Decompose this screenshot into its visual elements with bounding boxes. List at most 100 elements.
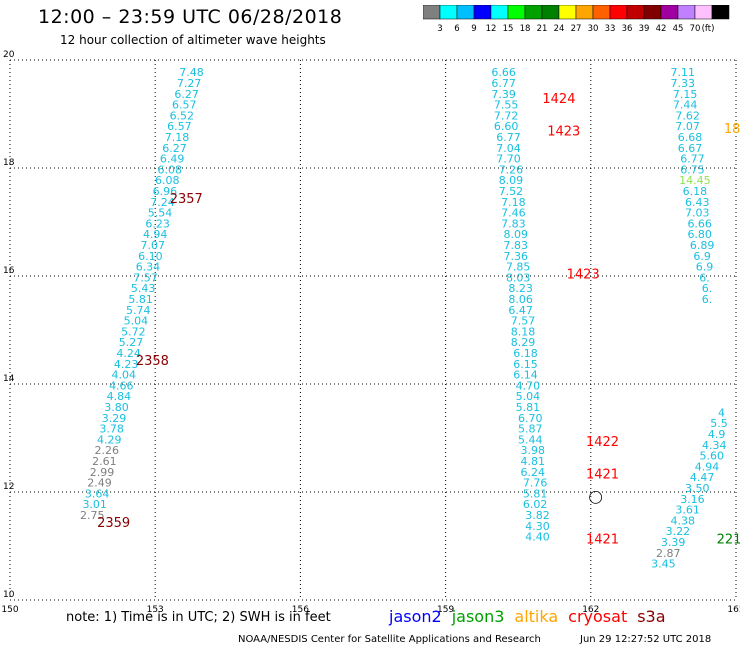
wave-height-value: 6.60 bbox=[494, 120, 519, 133]
x-tick-label: 156 bbox=[292, 605, 309, 615]
wave-height-value: 8.06 bbox=[508, 293, 533, 306]
wave-height-value: 7.15 bbox=[673, 88, 698, 101]
wave-height-value: 6.02 bbox=[523, 498, 548, 511]
wave-height-value: 4.40 bbox=[525, 531, 550, 544]
wave-height-value: 7.70 bbox=[496, 153, 521, 166]
satellite-label: cryosat bbox=[568, 607, 628, 626]
wave-height-value: 7.55 bbox=[494, 99, 519, 112]
wave-height-value: 6.66 bbox=[687, 217, 712, 230]
wave-height-value: 7.26 bbox=[499, 163, 524, 176]
wave-height-value: 3.39 bbox=[661, 536, 686, 549]
wave-height-value: 4.9 bbox=[708, 428, 726, 441]
y-tick-label: 18 bbox=[3, 158, 15, 168]
legend-swatch bbox=[711, 5, 730, 20]
wave-height-value: 5.04 bbox=[516, 390, 541, 403]
y-tick-label: 14 bbox=[3, 374, 15, 384]
wave-height-value: 7.46 bbox=[501, 207, 526, 220]
legend-label: 15 bbox=[503, 24, 514, 34]
x-tick-label: 150 bbox=[1, 605, 18, 615]
wave-height-value: 6.66 bbox=[491, 66, 516, 79]
wave-height-value: 3.98 bbox=[520, 444, 545, 457]
wave-height-value: 7.48 bbox=[179, 66, 204, 79]
satellite-label: s3a bbox=[637, 607, 666, 626]
wave-height-value: 8.29 bbox=[511, 336, 536, 349]
wave-height-value: 4.47 bbox=[690, 471, 715, 484]
wave-height-value: 6.9 bbox=[696, 261, 714, 274]
wave-height-value: 2.61 bbox=[92, 455, 117, 468]
time-label: 2358 bbox=[136, 354, 169, 369]
satellite-legend: jason2 jason3 altika cryosat s3a bbox=[389, 607, 676, 626]
wave-height-value: 3.82 bbox=[525, 509, 550, 522]
y-tick-label: 16 bbox=[3, 266, 15, 276]
wave-height-value: 3.64 bbox=[85, 487, 110, 500]
time-label: 2359 bbox=[97, 516, 130, 531]
wave-height-value: 7.27 bbox=[177, 77, 202, 90]
wave-height-value: 6.67 bbox=[678, 142, 703, 155]
x-tick-label: 159 bbox=[437, 605, 454, 615]
wave-height-value: 7.52 bbox=[499, 185, 524, 198]
wave-height-value: 7.57 bbox=[511, 315, 536, 328]
wave-height-value: 7.07 bbox=[675, 120, 700, 133]
wave-height-value: 6.52 bbox=[170, 109, 195, 122]
legend-label: 27 bbox=[571, 24, 582, 34]
legend-label: 3 bbox=[437, 24, 442, 34]
wave-height-value: 6.14 bbox=[513, 369, 538, 382]
x-tick-label: 165 bbox=[727, 605, 740, 615]
wave-height-value: 8.03 bbox=[506, 271, 531, 284]
legend-label: 70 bbox=[690, 24, 701, 34]
time-label: 1424 bbox=[542, 92, 575, 107]
wave-height-value: 7.39 bbox=[491, 88, 516, 101]
wave-height-value: 6.10 bbox=[138, 250, 163, 263]
wave-height-value: 7.44 bbox=[673, 99, 698, 112]
wave-height-value: 7.72 bbox=[494, 109, 519, 122]
wave-height-value: 6.75 bbox=[680, 163, 705, 176]
wave-height-value: 7.11 bbox=[671, 66, 696, 79]
wave-height-value: 7.04 bbox=[496, 142, 521, 155]
legend-label: 30 bbox=[588, 24, 599, 34]
wave-height-value: 6.47 bbox=[508, 304, 533, 317]
wave-height-value: 6.89 bbox=[690, 239, 715, 252]
wave-height-value: 6.34 bbox=[136, 261, 161, 274]
legend-label: 12 bbox=[486, 24, 497, 34]
color-legend: 3 6 9 12 15 18 21 24 27 30 33 36 39 42 45 70 (ft) bbox=[423, 5, 730, 34]
legend-label: 24 bbox=[554, 24, 565, 34]
x-tick-label: 162 bbox=[582, 605, 599, 615]
wave-height-value: 4.94 bbox=[143, 228, 168, 241]
wave-height-value: 7.76 bbox=[523, 477, 548, 490]
wave-height-value: 6. bbox=[702, 282, 713, 295]
wave-height-value: 4.81 bbox=[520, 455, 545, 468]
time-label: 18 bbox=[724, 122, 740, 137]
wave-height-value: 4.24 bbox=[116, 347, 141, 360]
wave-height-value: 3.16 bbox=[680, 493, 705, 506]
legend-unit: (ft) bbox=[702, 24, 715, 34]
legend-label: 45 bbox=[673, 24, 684, 34]
wave-height-value: 5.60 bbox=[700, 450, 725, 463]
wave-height-value: 7.18 bbox=[165, 131, 190, 144]
wave-height-value: 2.87 bbox=[656, 547, 681, 560]
wave-height-value: 3.80 bbox=[104, 401, 129, 414]
wave-height-value: 7.83 bbox=[504, 239, 529, 252]
wave-height-value: 6. bbox=[702, 293, 713, 306]
wave-height-value: 6.18 bbox=[513, 347, 538, 360]
wave-height-value: 8.09 bbox=[499, 174, 524, 187]
y-tick-label: 10 bbox=[3, 590, 15, 600]
legend-label: 42 bbox=[656, 24, 667, 34]
time-label: 2357 bbox=[170, 192, 203, 207]
wave-height-value: 3.01 bbox=[82, 498, 107, 511]
wave-height-value: 8.09 bbox=[504, 228, 529, 241]
wave-height-value: 4.38 bbox=[671, 514, 696, 527]
wave-height-value: 3.45 bbox=[651, 558, 676, 571]
legend-label: 18 bbox=[520, 24, 531, 34]
wave-height-value: 6.96 bbox=[153, 185, 178, 198]
wave-height-value: 5.44 bbox=[518, 433, 543, 446]
wave-height-value: 8.18 bbox=[511, 325, 536, 338]
wave-height-value: 5.81 bbox=[523, 487, 548, 500]
y-tick-label: 20 bbox=[3, 50, 15, 60]
wave-height-value: 5.54 bbox=[148, 207, 173, 220]
wave-height-value: 4.29 bbox=[97, 433, 122, 446]
legend-label: 6 bbox=[454, 24, 459, 34]
wave-height-value: 7.33 bbox=[671, 77, 696, 90]
time-label: 1423 bbox=[547, 125, 580, 140]
wave-height-value: 6.24 bbox=[520, 466, 545, 479]
wave-height-value: 4.66 bbox=[109, 379, 134, 392]
